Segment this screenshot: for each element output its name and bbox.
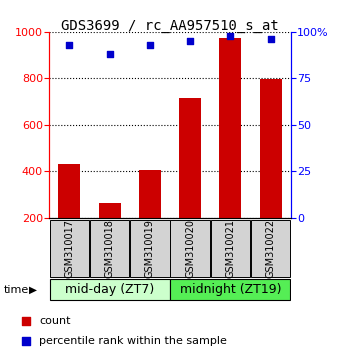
- Text: count: count: [39, 316, 71, 326]
- Bar: [211, 219, 250, 277]
- Point: [107, 51, 112, 57]
- Text: GSM310018: GSM310018: [105, 219, 115, 278]
- Text: midnight (ZT19): midnight (ZT19): [180, 283, 281, 296]
- Text: GSM310020: GSM310020: [185, 219, 195, 278]
- Text: GSM310022: GSM310022: [266, 218, 276, 278]
- Bar: [139, 170, 161, 218]
- Point: [67, 42, 72, 48]
- Bar: [90, 219, 129, 277]
- Text: percentile rank within the sample: percentile rank within the sample: [39, 336, 227, 346]
- Text: GSM310021: GSM310021: [225, 219, 235, 278]
- Text: GSM310019: GSM310019: [145, 219, 155, 278]
- Bar: [170, 279, 290, 301]
- Bar: [170, 219, 210, 277]
- Bar: [179, 98, 201, 218]
- Bar: [50, 279, 170, 301]
- Point: [227, 33, 233, 39]
- Text: mid-day (ZT7): mid-day (ZT7): [65, 283, 154, 296]
- Text: time: time: [3, 285, 29, 295]
- Text: GDS3699 / rc_AA957510_s_at: GDS3699 / rc_AA957510_s_at: [61, 19, 279, 34]
- Point: [147, 42, 153, 48]
- Bar: [251, 219, 290, 277]
- Point: [268, 36, 273, 42]
- Text: GSM310017: GSM310017: [64, 219, 74, 278]
- Bar: [219, 38, 241, 218]
- Bar: [99, 202, 121, 218]
- Bar: [50, 219, 89, 277]
- Bar: [58, 164, 81, 218]
- Bar: [259, 80, 282, 218]
- Bar: [130, 219, 170, 277]
- Point: [187, 38, 193, 44]
- Text: ▶: ▶: [29, 285, 37, 295]
